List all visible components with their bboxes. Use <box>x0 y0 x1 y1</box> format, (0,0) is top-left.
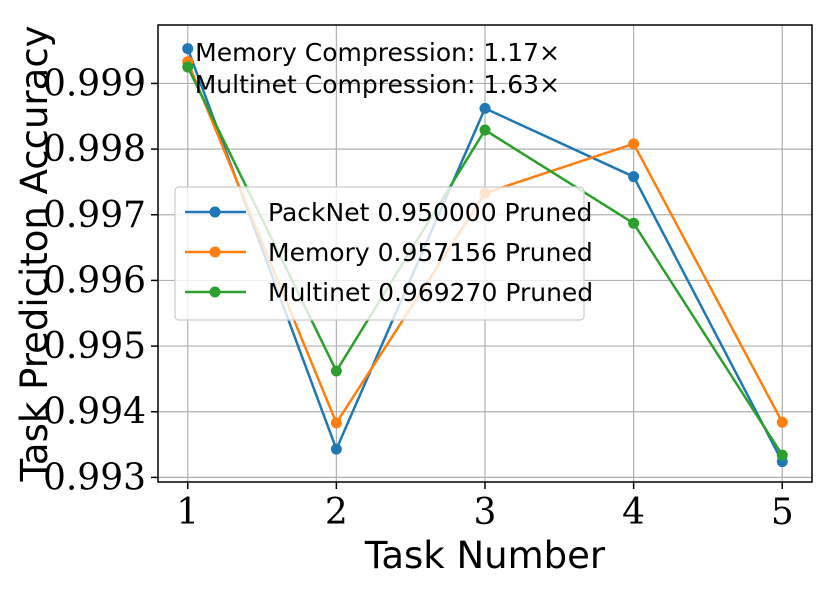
y-axis-ticks: 0.993 0.994 0.995 0.996 0.997 0.998 0.999 <box>43 63 158 498</box>
legend-label: PackNet 0.950000 Pruned <box>268 198 592 227</box>
legend-item: Memory 0.957156 Pruned <box>185 238 593 267</box>
data-point <box>479 102 491 114</box>
data-point <box>330 417 342 429</box>
y-tick-label: 0.997 <box>43 195 146 236</box>
memory-compression-annotation: Memory Compression: 1.17× <box>195 38 560 67</box>
x-tick-label: 2 <box>325 492 348 533</box>
data-point <box>628 138 640 150</box>
data-point <box>330 443 342 455</box>
x-axis-label: Task Number <box>364 534 606 577</box>
legend-box <box>174 186 585 321</box>
data-point <box>776 449 788 461</box>
data-point <box>776 416 788 428</box>
legend-marker <box>209 286 221 298</box>
y-tick-label: 0.993 <box>43 457 146 498</box>
legend-item: PackNet 0.950000 Pruned <box>185 198 592 227</box>
legend: PackNet 0.950000 Pruned Memory 0.957156 P… <box>174 186 593 321</box>
y-tick-label: 0.995 <box>43 326 146 367</box>
y-tick-label: 0.994 <box>43 392 146 433</box>
x-tick-label: 5 <box>771 492 794 533</box>
data-point <box>628 217 640 229</box>
x-axis-ticks: 1 2 3 4 5 <box>176 482 794 533</box>
legend-label: Multinet 0.969270 Pruned <box>268 278 593 307</box>
x-tick-label: 4 <box>622 492 645 533</box>
y-tick-label: 0.998 <box>43 129 146 170</box>
legend-marker <box>209 206 221 218</box>
data-point <box>479 124 491 136</box>
data-point <box>182 43 194 55</box>
data-point <box>628 171 640 183</box>
y-tick-label: 0.999 <box>43 63 146 104</box>
y-axis-label: Task Prediciton Accuracy <box>13 25 56 482</box>
legend-label: Memory 0.957156 Pruned <box>268 238 593 267</box>
data-point <box>330 365 342 377</box>
x-tick-label: 1 <box>176 492 199 533</box>
legend-item: Multinet 0.969270 Pruned <box>185 278 593 307</box>
x-tick-label: 3 <box>474 492 497 533</box>
multinet-compression-annotation: Multinet Compression: 1.63× <box>195 70 560 99</box>
legend-marker <box>209 246 221 258</box>
data-point <box>182 61 194 73</box>
y-tick-label: 0.996 <box>43 260 146 301</box>
